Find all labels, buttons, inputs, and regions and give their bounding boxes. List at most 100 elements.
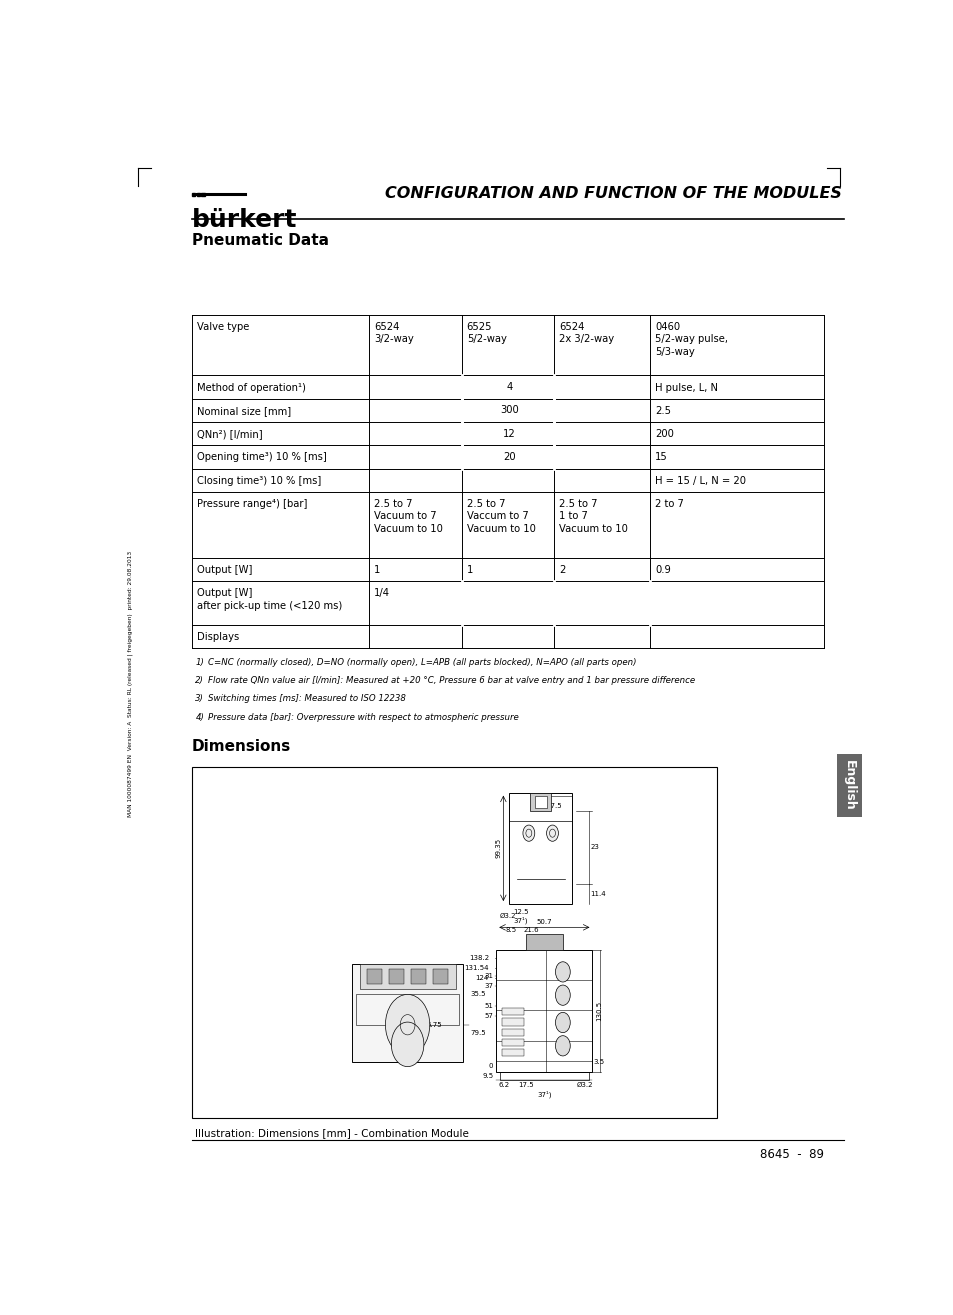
Text: 3.5: 3.5 — [594, 1059, 604, 1065]
Text: 23: 23 — [590, 844, 598, 851]
Text: 3): 3) — [195, 694, 204, 704]
Text: 124: 124 — [476, 974, 488, 981]
Text: 17.5: 17.5 — [546, 802, 561, 809]
Text: English: English — [842, 760, 856, 811]
Text: 9.5: 9.5 — [481, 1073, 493, 1080]
Text: 0460
5/2-way pulse,
5/3-way: 0460 5/2-way pulse, 5/3-way — [655, 322, 727, 356]
Text: Output [W]: Output [W] — [196, 565, 252, 575]
Text: 51: 51 — [484, 1003, 493, 1010]
Text: 2.5: 2.5 — [655, 406, 671, 416]
Bar — [501, 1039, 524, 1045]
Text: Switching times [ms]: Measured to ISO 12238: Switching times [ms]: Measured to ISO 12… — [208, 694, 405, 704]
Bar — [501, 1028, 524, 1036]
Bar — [433, 969, 448, 984]
Text: 200: 200 — [655, 429, 674, 439]
Circle shape — [555, 961, 570, 982]
Text: MAN 1000087499 EN  Version: A  Status: RL (released | freigegeben)  printed: 29.: MAN 1000087499 EN Version: A Status: RL … — [128, 551, 133, 818]
Text: Pressure data [bar]: Overpressure with respect to atmospheric pressure: Pressure data [bar]: Overpressure with r… — [208, 713, 518, 722]
Text: H pulse, L, N: H pulse, L, N — [655, 383, 718, 393]
Text: 2): 2) — [195, 676, 204, 685]
Text: 1: 1 — [466, 565, 473, 575]
Bar — [196, 193, 199, 196]
Circle shape — [555, 1013, 570, 1032]
Text: 37¹): 37¹) — [513, 917, 527, 923]
Text: 2: 2 — [558, 565, 565, 575]
Bar — [352, 964, 462, 1063]
Text: 6525
5/2-way: 6525 5/2-way — [466, 322, 506, 345]
Text: 1): 1) — [195, 658, 204, 667]
Text: 2.5 to 7
1 to 7
Vacuum to 10: 2.5 to 7 1 to 7 Vacuum to 10 — [558, 498, 627, 534]
Text: Displays: Displays — [196, 631, 239, 642]
Text: Ø3.2: Ø3.2 — [577, 1082, 593, 1089]
Text: Dimensions: Dimensions — [192, 739, 291, 753]
Bar — [367, 969, 381, 984]
Text: 6524
3/2-way: 6524 3/2-way — [374, 322, 414, 345]
Text: 15: 15 — [655, 452, 667, 463]
Text: 6524
2x 3/2-way: 6524 2x 3/2-way — [558, 322, 614, 345]
Text: 1: 1 — [374, 565, 380, 575]
Text: 2 to 7: 2 to 7 — [655, 498, 683, 509]
Text: 6.75: 6.75 — [426, 1022, 441, 1028]
Bar — [499, 1072, 588, 1080]
Text: 8.5: 8.5 — [505, 927, 517, 934]
Text: 4: 4 — [506, 383, 512, 392]
Text: 21.6: 21.6 — [523, 927, 539, 934]
Bar — [201, 193, 205, 196]
Text: 12.5: 12.5 — [513, 909, 528, 915]
Text: 3: 3 — [546, 796, 551, 802]
Text: Illustration: Dimensions [mm] - Combination Module: Illustration: Dimensions [mm] - Combinat… — [195, 1128, 469, 1137]
Text: C=NC (normally closed), D=NO (normally open), L=APB (all parts blocked), N=APO (: C=NC (normally closed), D=NO (normally o… — [208, 658, 636, 667]
Text: 11.4: 11.4 — [590, 892, 605, 897]
Text: 35.5: 35.5 — [470, 992, 485, 997]
Text: Pressure range⁴) [bar]: Pressure range⁴) [bar] — [196, 498, 307, 509]
Text: bürkert: bürkert — [192, 209, 297, 233]
Bar — [411, 969, 426, 984]
Text: 130.5: 130.5 — [596, 1001, 601, 1020]
Bar — [501, 1009, 524, 1015]
Text: 79.5: 79.5 — [470, 1030, 486, 1036]
Text: 1/4: 1/4 — [374, 588, 390, 598]
Text: 37: 37 — [484, 984, 493, 989]
Bar — [192, 193, 194, 196]
Text: Valve type: Valve type — [196, 322, 249, 331]
Text: Nominal size [mm]: Nominal size [mm] — [196, 406, 291, 416]
Bar — [355, 994, 459, 1024]
Text: 57: 57 — [484, 1014, 493, 1019]
Text: 37¹): 37¹) — [537, 1090, 551, 1098]
Circle shape — [555, 985, 570, 1005]
Text: 99.35: 99.35 — [496, 838, 501, 859]
Bar — [509, 793, 572, 903]
Text: 50.7: 50.7 — [536, 919, 552, 926]
Text: Pneumatic Data: Pneumatic Data — [192, 233, 329, 247]
Text: Method of operation¹): Method of operation¹) — [196, 383, 305, 393]
Circle shape — [385, 994, 429, 1055]
Text: 6.2: 6.2 — [497, 1082, 509, 1089]
Bar — [525, 935, 562, 949]
Text: 20: 20 — [503, 452, 516, 462]
Text: H = 15 / L, N = 20: H = 15 / L, N = 20 — [655, 476, 745, 485]
Text: Opening time³) 10 % [ms]: Opening time³) 10 % [ms] — [196, 452, 326, 463]
Text: 0.9: 0.9 — [655, 565, 671, 575]
Circle shape — [391, 1022, 423, 1066]
Bar — [530, 793, 551, 811]
Text: 0: 0 — [488, 1063, 493, 1069]
Text: 138.2: 138.2 — [468, 955, 488, 961]
Text: Closing time³) 10 % [ms]: Closing time³) 10 % [ms] — [196, 476, 321, 485]
Text: CONFIGURATION AND FUNCTION OF THE MODULES: CONFIGURATION AND FUNCTION OF THE MODULE… — [385, 185, 841, 201]
Circle shape — [555, 1036, 570, 1056]
Text: QNn²) [l/min]: QNn²) [l/min] — [196, 429, 262, 439]
Text: 12: 12 — [503, 429, 516, 439]
Bar — [535, 796, 546, 807]
Bar — [501, 1049, 524, 1056]
Text: 300: 300 — [499, 405, 518, 416]
Text: 8645  -  89: 8645 - 89 — [759, 1148, 823, 1161]
Bar — [496, 949, 592, 1072]
Text: Ø3.2: Ø3.2 — [498, 913, 516, 919]
Text: 17.5: 17.5 — [517, 1082, 533, 1089]
Text: 2.5 to 7
Vacuum to 7
Vacuum to 10: 2.5 to 7 Vacuum to 7 Vacuum to 10 — [374, 498, 443, 534]
Bar — [192, 768, 716, 1118]
Text: 131.54: 131.54 — [464, 965, 488, 970]
Bar — [389, 969, 403, 984]
Text: Output [W]
after pick-up time (<120 ms): Output [W] after pick-up time (<120 ms) — [196, 588, 342, 610]
Text: 31: 31 — [484, 973, 493, 978]
